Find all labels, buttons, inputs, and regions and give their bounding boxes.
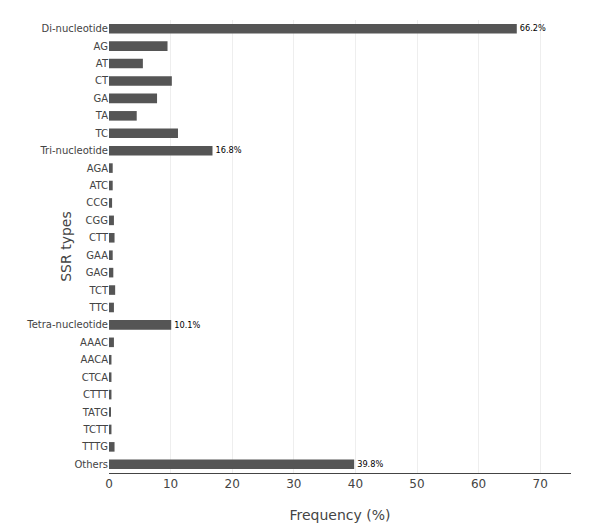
svg-text:10.1%: 10.1% <box>174 320 200 330</box>
svg-text:TCTT: TCTT <box>82 424 108 435</box>
svg-text:SSR types: SSR types <box>58 211 74 282</box>
svg-text:AGA: AGA <box>87 163 108 174</box>
svg-text:ATC: ATC <box>89 180 108 191</box>
svg-text:CTT: CTT <box>89 232 109 243</box>
svg-text:TTC: TTC <box>89 302 108 313</box>
svg-text:TA: TA <box>95 110 108 121</box>
svg-text:TC: TC <box>94 128 108 139</box>
svg-text:CGG: CGG <box>86 215 108 226</box>
svg-text:60: 60 <box>471 477 486 491</box>
svg-text:20: 20 <box>225 477 240 491</box>
svg-text:TTTG: TTTG <box>81 441 108 452</box>
svg-text:CCG: CCG <box>86 197 108 208</box>
svg-text:39.8%: 39.8% <box>357 459 383 469</box>
svg-text:TCT: TCT <box>88 285 109 296</box>
svg-text:CTTT: CTTT <box>83 389 109 400</box>
svg-text:70: 70 <box>533 477 548 491</box>
svg-text:AAAC: AAAC <box>80 337 108 348</box>
svg-text:CT: CT <box>95 75 109 86</box>
svg-text:Di-nucleotide: Di-nucleotide <box>41 23 108 34</box>
svg-text:16.8%: 16.8% <box>216 145 242 155</box>
svg-text:Tetra-nucleotide: Tetra-nucleotide <box>26 319 108 330</box>
svg-text:AACA: AACA <box>80 354 108 365</box>
svg-text:Tri-nucleotide: Tri-nucleotide <box>39 145 108 156</box>
svg-text:AG: AG <box>94 41 108 52</box>
svg-text:50: 50 <box>409 477 424 491</box>
svg-text:0: 0 <box>105 477 113 491</box>
svg-text:Others: Others <box>74 459 108 470</box>
svg-text:66.2%: 66.2% <box>520 23 546 33</box>
svg-text:30: 30 <box>286 477 301 491</box>
svg-text:GAA: GAA <box>86 250 108 261</box>
svg-text:40: 40 <box>348 477 363 491</box>
svg-text:CTCA: CTCA <box>82 372 108 383</box>
svg-text:TATG: TATG <box>82 407 108 418</box>
svg-text:GA: GA <box>93 93 108 104</box>
svg-text:AT: AT <box>96 58 109 69</box>
svg-text:10: 10 <box>163 477 178 491</box>
svg-text:GAG: GAG <box>86 267 108 278</box>
svg-text:Frequency (%): Frequency (%) <box>289 507 390 523</box>
